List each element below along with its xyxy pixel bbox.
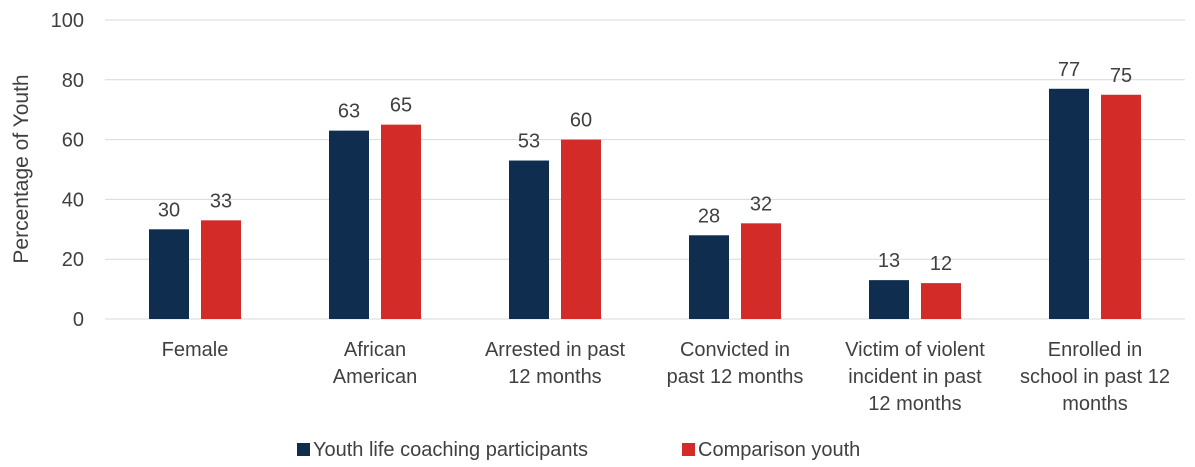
y-tick-label: 20	[62, 249, 84, 271]
bar-participants	[689, 235, 729, 319]
bar-comparison	[921, 283, 961, 319]
x-category-label: Enrolled in	[1048, 339, 1143, 361]
bar-participants	[149, 229, 189, 319]
bar-comparison	[561, 139, 601, 319]
bar-participants	[869, 280, 909, 319]
bar-participants	[329, 130, 369, 319]
bar-participants	[509, 160, 549, 319]
y-tick-label: 0	[73, 309, 84, 331]
data-labels: 30 63 53 28 13 77 33 65 60 32 12 75	[158, 59, 1132, 275]
y-tick-label: 40	[62, 189, 84, 211]
legend-label-comparison: Comparison youth	[698, 439, 860, 461]
bar-comparison	[201, 220, 241, 319]
bar-comparison	[741, 223, 781, 319]
bar-comparison	[1101, 94, 1141, 319]
y-axis-ticks: 0 20 40 60 80 100	[51, 10, 84, 331]
x-axis-categories: Female African American Arrested in past 12 …	[162, 339, 1170, 415]
legend: Youth life coaching participants Compari…	[297, 439, 860, 461]
x-category-label: American	[333, 366, 417, 388]
legend-swatch-participants	[297, 443, 310, 456]
data-label-participants: 53	[518, 131, 540, 153]
x-category-label: Convicted in	[680, 339, 790, 361]
data-label-comparison: 33	[210, 190, 232, 212]
data-label-comparison: 65	[390, 95, 412, 117]
x-category-label: African	[344, 339, 406, 361]
y-tick-label: 100	[51, 10, 84, 32]
data-label-participants: 63	[338, 101, 360, 123]
x-category-label: Arrested in past	[485, 339, 626, 361]
y-tick-label: 80	[62, 70, 84, 92]
x-category-label: school in past 12	[1020, 366, 1170, 388]
x-category-label: 12 months	[868, 393, 961, 415]
data-label-comparison: 75	[1110, 65, 1132, 87]
x-category-label: incident in past	[848, 366, 982, 388]
legend-label-participants: Youth life coaching participants	[313, 439, 588, 461]
gridlines	[105, 19, 1185, 320]
data-label-participants: 30	[158, 199, 180, 221]
x-category-label: Victim of violent	[845, 339, 985, 361]
data-label-participants: 13	[878, 250, 900, 272]
data-label-participants: 28	[698, 205, 720, 227]
data-label-participants: 77	[1058, 59, 1080, 81]
bar-comparison	[381, 124, 421, 320]
legend-swatch-comparison	[682, 443, 695, 456]
bars	[149, 88, 1141, 320]
x-category-label: past 12 months	[667, 366, 804, 388]
y-axis-title: Percentage of Youth	[10, 74, 33, 263]
data-label-comparison: 60	[570, 110, 592, 132]
data-label-comparison: 12	[930, 253, 952, 275]
x-category-label: 12 months	[508, 366, 601, 388]
x-category-label: months	[1062, 393, 1128, 415]
y-tick-label: 60	[62, 130, 84, 152]
bar-participants	[1049, 88, 1089, 320]
x-category-label: Female	[162, 339, 229, 361]
data-label-comparison: 32	[750, 193, 772, 215]
